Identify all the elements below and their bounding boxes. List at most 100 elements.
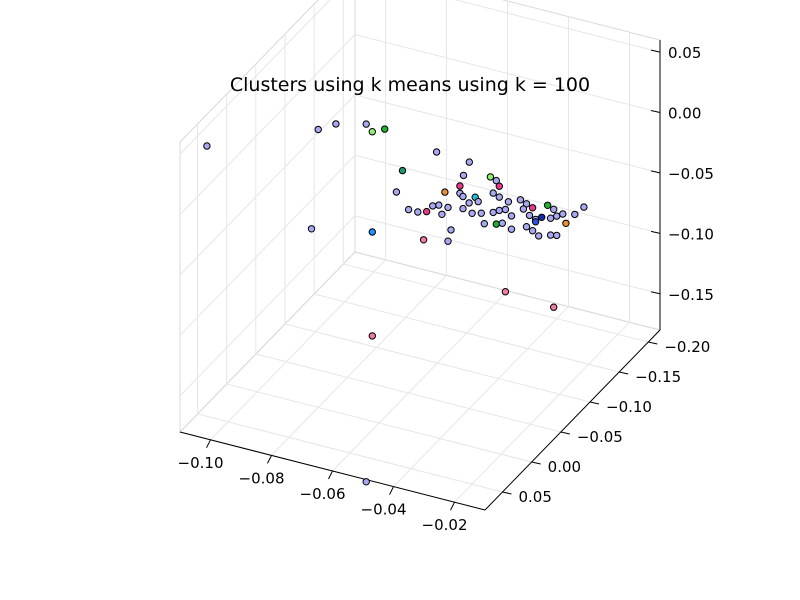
y-gridline: [197, 124, 503, 493]
x-gridline: [210, 0, 386, 441]
data-point: [459, 204, 467, 213]
data-point: [404, 205, 413, 214]
y-gridline: [255, 64, 561, 433]
data-point: [492, 176, 500, 185]
data-point: [419, 236, 428, 244]
data-point: [492, 220, 500, 228]
data-point: [553, 231, 561, 240]
data-point: [459, 171, 468, 180]
left-wall-pane: [179, 0, 356, 434]
data-point: [414, 208, 422, 216]
data-point: [459, 192, 467, 201]
data-point: [456, 182, 464, 190]
data-point: [501, 205, 510, 214]
data-point: [507, 212, 516, 220]
x-tick-mark: [389, 486, 394, 495]
data-point: [307, 225, 316, 233]
data-point: [486, 173, 495, 181]
data-point: [553, 212, 561, 220]
y-tick-mark: [560, 431, 570, 435]
data-point: [546, 214, 555, 222]
data-point: [398, 166, 407, 175]
y-gridline: [313, 4, 620, 373]
x-tick-label: −0.06: [300, 485, 346, 503]
x-tick-label: −0.02: [422, 516, 468, 534]
chart-title: Clusters using k means using k = 100: [230, 74, 590, 96]
data-point: [531, 218, 540, 226]
z-tick-label: −0.05: [668, 165, 714, 183]
data-point: [580, 203, 588, 211]
x-tick-mark: [328, 470, 333, 480]
data-point: [543, 201, 552, 210]
y-tick-label: −0.20: [664, 338, 710, 356]
x-tick-label: −0.04: [361, 501, 407, 519]
data-point: [468, 209, 476, 218]
y-tick-label: 0.05: [519, 488, 552, 506]
data-point: [546, 231, 555, 239]
z-gridline: [179, 0, 661, 155]
z-gridline: [179, 33, 661, 215]
z-tick-label: 0.05: [668, 44, 701, 62]
data-point: [474, 197, 482, 206]
data-point: [362, 120, 370, 128]
data-point: [429, 202, 437, 210]
y-tick-mark: [619, 371, 629, 375]
z-tick-mark: [650, 49, 661, 53]
data-point: [522, 223, 531, 231]
data-point: [368, 128, 376, 136]
data-point: [332, 120, 340, 128]
data-point: [516, 196, 525, 204]
data-point: [571, 210, 579, 219]
y-tick-mark: [502, 491, 512, 495]
data-point: [432, 148, 441, 156]
data-point: [525, 211, 534, 220]
data-point: [507, 225, 516, 233]
data-point: [528, 204, 537, 212]
z-gridline: [179, 94, 661, 276]
z-tick-label: 0.00: [668, 105, 701, 123]
z-tick-mark: [650, 170, 661, 174]
y-tick-mark: [648, 341, 658, 345]
data-point: [447, 226, 455, 234]
data-point: [368, 332, 376, 340]
data-point: [314, 125, 322, 134]
y-gridline: [342, 0, 649, 343]
z-tick-mark: [650, 230, 661, 234]
x-tick-mark: [206, 439, 211, 449]
data-point: [495, 193, 503, 201]
data-point: [444, 203, 452, 212]
data-point: [501, 288, 510, 296]
axis-tick-labels: −0.10 −0.08 −0.06 −0.04 −0.02 −0.20 −0.15 −0.10…: [178, 44, 714, 534]
z-tick-label: −0.15: [668, 286, 714, 304]
x-gridline: [393, 16, 569, 487]
data-point: [368, 228, 376, 236]
z-gridline: [179, 215, 661, 397]
y-tick-label: 0.00: [548, 458, 581, 476]
y-tick-label: −0.05: [577, 428, 623, 446]
x-tick-label: −0.10: [178, 454, 224, 472]
z-gridline: [179, 154, 661, 336]
data-point: [444, 237, 452, 245]
x-gridline: [332, 1, 508, 472]
y-tick-mark: [589, 401, 600, 405]
z-tick-mark: [650, 291, 661, 295]
data-point: [562, 219, 570, 228]
scatter-points: [203, 120, 588, 486]
data-point: [495, 206, 503, 215]
x-tick-mark: [450, 501, 455, 511]
data-point: [465, 158, 473, 166]
y-gridline: [284, 34, 591, 403]
data-point: [519, 205, 528, 213]
data-point: [392, 188, 401, 196]
y-tick-label: −0.10: [606, 398, 652, 416]
data-point: [495, 182, 503, 190]
data-point: [465, 199, 473, 207]
y-tick-label: −0.15: [635, 368, 681, 386]
data-point: [422, 207, 431, 216]
data-point: [381, 125, 389, 133]
data-point: [550, 303, 558, 311]
data-point: [489, 208, 497, 217]
data-point: [477, 209, 485, 217]
data-point: [480, 220, 488, 228]
